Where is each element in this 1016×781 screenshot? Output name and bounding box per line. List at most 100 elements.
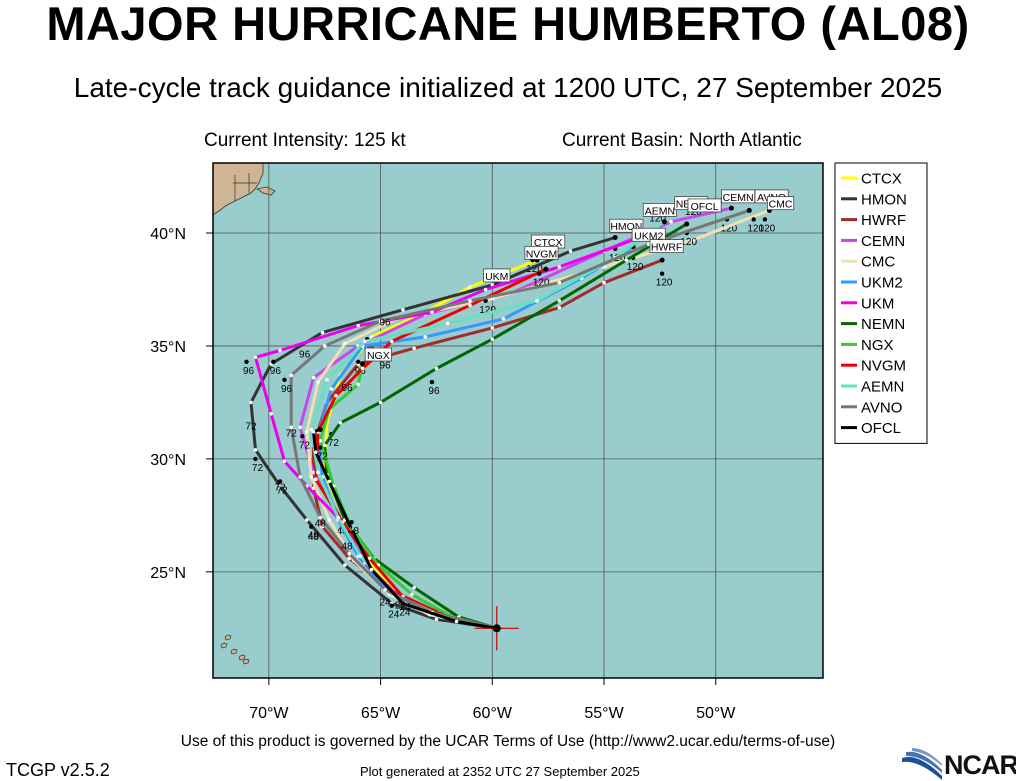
track-point-ukm2 bbox=[423, 335, 428, 339]
ncar-logo-icon bbox=[902, 748, 942, 780]
hour-label: 96 bbox=[379, 361, 391, 372]
track-point-avno bbox=[289, 425, 294, 430]
hour-label: 48 bbox=[342, 541, 354, 552]
track-point-ngx bbox=[356, 382, 361, 387]
track-point-hmon bbox=[253, 448, 258, 452]
track-point-nemn bbox=[412, 585, 416, 590]
hour-label-hmon: 96 bbox=[270, 366, 282, 377]
track-point-avno bbox=[289, 373, 294, 378]
track-point-ukm2 bbox=[501, 317, 506, 321]
track-end-ofcl bbox=[317, 427, 323, 433]
hour-dot-ofcl bbox=[300, 434, 305, 439]
y-tick-label: 35°N bbox=[150, 339, 186, 356]
track-point-nemn bbox=[490, 337, 495, 341]
model-label: HWRF bbox=[651, 242, 683, 254]
model-label-box bbox=[631, 227, 666, 242]
land-cape-cod bbox=[255, 186, 276, 196]
hour-dot-ukm bbox=[244, 359, 249, 364]
track-point-cmc bbox=[316, 380, 320, 384]
track-point-avno bbox=[322, 344, 327, 348]
hour-label: 48 bbox=[315, 519, 327, 530]
hour-label: 96 bbox=[379, 318, 391, 329]
island-0 bbox=[220, 642, 228, 649]
x-tick-label: 65°W bbox=[361, 705, 401, 722]
track-point-hmon bbox=[305, 518, 309, 522]
track-point-hwrf bbox=[490, 326, 495, 330]
track-point-ukm2 bbox=[329, 387, 334, 391]
model-label-box bbox=[766, 196, 795, 211]
hour-label-avno: 96 bbox=[281, 384, 293, 395]
track-point-nvgm bbox=[367, 556, 372, 561]
track-point-aemn bbox=[535, 298, 539, 303]
hour-label: 72 bbox=[245, 422, 257, 433]
legend-label-hwrf: HWRF bbox=[861, 212, 906, 229]
island-1 bbox=[230, 648, 238, 655]
legend-label-avno: AVNO bbox=[861, 399, 902, 416]
hour-label-hwrf: 120 bbox=[656, 278, 673, 289]
legend-label-nemn: NEMN bbox=[861, 316, 905, 333]
track-point-avno bbox=[468, 298, 472, 303]
track-point-ofcl bbox=[454, 619, 459, 624]
x-tick-label: 60°W bbox=[473, 705, 513, 722]
track-point-ofcl bbox=[327, 479, 331, 484]
hour-dot-ngx bbox=[318, 445, 323, 450]
track-point-cmc bbox=[305, 429, 309, 434]
hour-label: 24 bbox=[400, 602, 412, 613]
hour-label: 120 bbox=[685, 207, 702, 218]
legend-label-ukm2: UKM2 bbox=[861, 275, 903, 292]
track-point-hmon bbox=[401, 308, 405, 312]
legend-label-ngx: NGX bbox=[861, 337, 894, 354]
hour-label-ofcl: 48 bbox=[348, 526, 360, 537]
track-point-hmon bbox=[568, 249, 573, 253]
track-point-nvgm bbox=[334, 393, 338, 398]
hour-label-ctcx: 48 bbox=[337, 526, 349, 537]
x-tick-label: 50°W bbox=[696, 705, 736, 722]
hour-dot-avno bbox=[751, 217, 756, 222]
track-point-nemn bbox=[624, 258, 629, 262]
model-label-box bbox=[483, 268, 511, 283]
track-point-hmon bbox=[343, 563, 347, 567]
track-point-aemn bbox=[363, 339, 367, 344]
plot-area: 2448729612024487296120961201201201207296… bbox=[213, 163, 823, 678]
track-point-ukm bbox=[483, 287, 488, 292]
track-point-nvgm bbox=[360, 366, 365, 371]
terms-of-use: Use of this product is governed by the U… bbox=[180, 733, 836, 750]
model-label: OFCL bbox=[691, 201, 719, 213]
legend-label-ctcx: CTCX bbox=[861, 171, 902, 188]
track-end-nemn bbox=[684, 221, 690, 227]
model-label: CMC bbox=[769, 199, 793, 211]
track-point-ofcl bbox=[369, 567, 374, 572]
y-tick-label: 30°N bbox=[150, 452, 186, 469]
track-point-nemn bbox=[434, 366, 439, 371]
track-end-nvgm bbox=[543, 266, 549, 272]
model-label-box bbox=[687, 198, 722, 213]
hour-label-ofcl: 24 bbox=[399, 607, 411, 618]
island-3 bbox=[224, 634, 232, 641]
hour-label-avno: 120 bbox=[747, 223, 764, 234]
track-end-aemn bbox=[661, 219, 667, 225]
track-point-hmon bbox=[278, 484, 282, 488]
track-point-cmc bbox=[691, 237, 696, 242]
hour-dot-ofcl bbox=[400, 601, 406, 606]
hour-label: 120 bbox=[649, 214, 666, 225]
track-point-ngx bbox=[410, 592, 414, 597]
track-point-hmon bbox=[434, 617, 439, 622]
x-tick-label: 70°W bbox=[249, 705, 289, 722]
hour-label: 24 bbox=[379, 598, 391, 609]
track-end-hwrf bbox=[659, 257, 665, 263]
track-point-aemn bbox=[325, 378, 329, 382]
track-point-nvgm bbox=[389, 339, 394, 344]
hour-dot-ofcl bbox=[349, 519, 354, 525]
legend-label-ofcl: OFCL bbox=[861, 420, 901, 437]
track-point-ukm bbox=[430, 310, 434, 314]
chart-title: MAJOR HURRICANE HUMBERTO (AL08) bbox=[46, 0, 970, 50]
track-hmon bbox=[249, 236, 617, 630]
track-point-cmc bbox=[309, 475, 314, 479]
generated-timestamp: Plot generated at 2352 UTC 27 September … bbox=[360, 764, 640, 779]
hour-label: 96 bbox=[299, 349, 311, 360]
hour-dot-nvgm bbox=[537, 271, 542, 276]
hour-label: 72 bbox=[274, 483, 286, 494]
track-point-avno bbox=[298, 475, 302, 479]
ncar-logo-text: NCAR bbox=[944, 750, 1016, 780]
hour-label-ngx: 72 bbox=[317, 452, 329, 463]
